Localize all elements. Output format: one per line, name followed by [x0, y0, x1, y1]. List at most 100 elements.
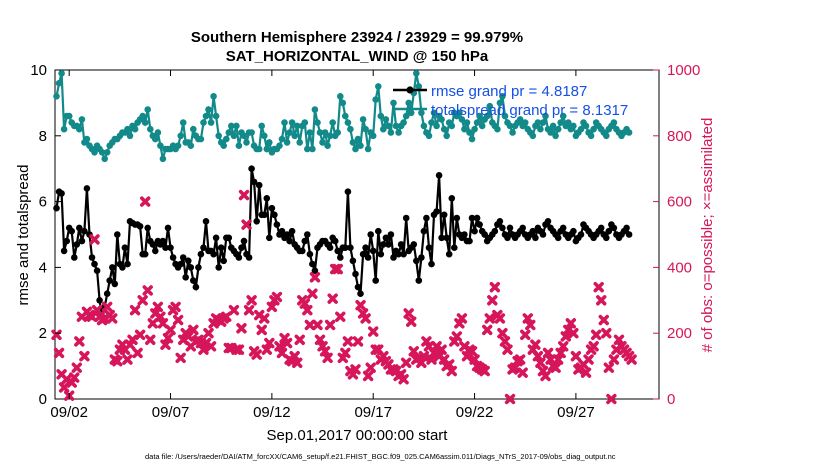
totalspread-point: [205, 106, 212, 113]
obs-marker: [568, 328, 579, 339]
obs-marker: [590, 329, 602, 341]
rmse-point: [539, 231, 547, 238]
y-tick-label: 10: [30, 62, 47, 79]
totalspread-point: [339, 99, 347, 107]
totalspread-point: [319, 139, 326, 146]
x-tick-label: 09/12: [253, 404, 291, 421]
rmse-point: [532, 234, 539, 242]
rmse-point: [428, 260, 435, 268]
obs-marker: [482, 324, 493, 336]
y2-tick-label: 1000: [667, 62, 700, 79]
totalspread-point: [202, 112, 210, 120]
obs-marker: [322, 352, 333, 364]
obs-marker: [281, 337, 293, 349]
rmse-point: [250, 178, 258, 186]
totalspread-point: [233, 122, 240, 130]
y2-tick-label: 200: [667, 325, 692, 342]
rmse-point: [387, 231, 395, 238]
obs-marker: [499, 336, 511, 347]
obs-marker: [139, 196, 151, 207]
rmse-point: [466, 237, 473, 245]
obs-marker: [175, 352, 186, 364]
rmse-point: [425, 244, 433, 251]
obs-marker: [436, 344, 447, 355]
obs-marker: [497, 328, 508, 339]
rmse-point: [261, 211, 268, 219]
totalspread-point: [400, 119, 407, 126]
totalspread-point: [557, 119, 564, 126]
rmse-point: [309, 260, 316, 268]
totalspread-point: [174, 142, 182, 149]
rmse-point: [496, 218, 504, 225]
totalspread-point: [301, 119, 309, 126]
rmse-point: [415, 277, 423, 284]
totalspread-point: [357, 142, 364, 149]
rmse-point: [369, 247, 377, 255]
totalspread-point: [235, 142, 243, 149]
totalspread-point: [225, 129, 233, 136]
totalspread-point: [126, 132, 134, 140]
rmse-point: [334, 247, 342, 255]
totalspread-point: [473, 119, 481, 126]
rmse-point: [359, 250, 367, 258]
totalspread-point: [438, 116, 445, 123]
rmse-point: [124, 260, 131, 268]
rmse-point: [179, 254, 187, 261]
rmse-point: [400, 250, 407, 258]
obs-marker: [251, 349, 262, 360]
obs-marker: [514, 354, 526, 365]
totalspread-point: [501, 112, 509, 120]
totalspread-point: [230, 132, 238, 140]
rmse-point: [88, 254, 96, 261]
obs-marker: [530, 339, 541, 350]
y-axis-ticks: 0 2 4 6 8 10: [30, 62, 61, 408]
rmse-point: [63, 237, 70, 245]
totalspread-point: [228, 122, 235, 130]
rmse-point: [78, 237, 86, 245]
obs-marker: [342, 336, 354, 347]
rmse-point: [347, 244, 354, 251]
chart-title: Southern Hemisphere 23924 / 23929 = 99.9…: [191, 29, 523, 46]
rmse-point: [311, 267, 319, 275]
rmse-point: [577, 231, 585, 238]
obs-marker: [596, 295, 607, 306]
rmse-point: [212, 234, 220, 242]
totalspread-series: [53, 70, 633, 163]
obs-marker: [53, 347, 65, 359]
x-axis-ticks: 09/02 09/07 09/12 09/17 09/22 09/27: [50, 70, 595, 421]
obs-marker: [489, 281, 501, 293]
obs-marker: [517, 367, 528, 378]
data-file-footnote: data file: /Users/raeder/DAI/ATM_forcXX/…: [145, 452, 616, 461]
legend-spread-marker: [406, 105, 414, 113]
obs-marker: [69, 372, 80, 383]
totalspread-point: [387, 129, 395, 136]
totalspread-point: [311, 106, 319, 113]
rmse-point: [286, 237, 293, 245]
rmse-point: [377, 250, 385, 258]
obs-marker: [58, 382, 70, 393]
totalspread-point: [471, 125, 478, 133]
totalspread-point: [392, 122, 400, 130]
obs-marker: [309, 272, 321, 283]
totalspread-point: [577, 125, 585, 133]
totalspread-point: [349, 139, 357, 146]
totalspread-point: [590, 125, 597, 133]
rmse-point: [364, 254, 372, 261]
totalspread-point: [60, 125, 68, 133]
totalspread-point: [190, 125, 197, 133]
obs-marker: [302, 304, 313, 316]
totalspread-point: [486, 102, 494, 110]
rmse-point: [380, 241, 387, 248]
totalspread-point: [309, 145, 316, 153]
rmse-point: [197, 250, 205, 258]
obs-marker: [626, 354, 637, 365]
totalspread-point: [200, 119, 207, 126]
obs-marker: [165, 324, 176, 336]
rmse-point: [195, 264, 202, 271]
obs-marker: [137, 295, 148, 306]
y-tick-label: 8: [39, 128, 47, 145]
x-tick-label: 09/27: [557, 404, 595, 421]
obs-marker: [352, 336, 364, 347]
rmse-point: [271, 211, 278, 219]
